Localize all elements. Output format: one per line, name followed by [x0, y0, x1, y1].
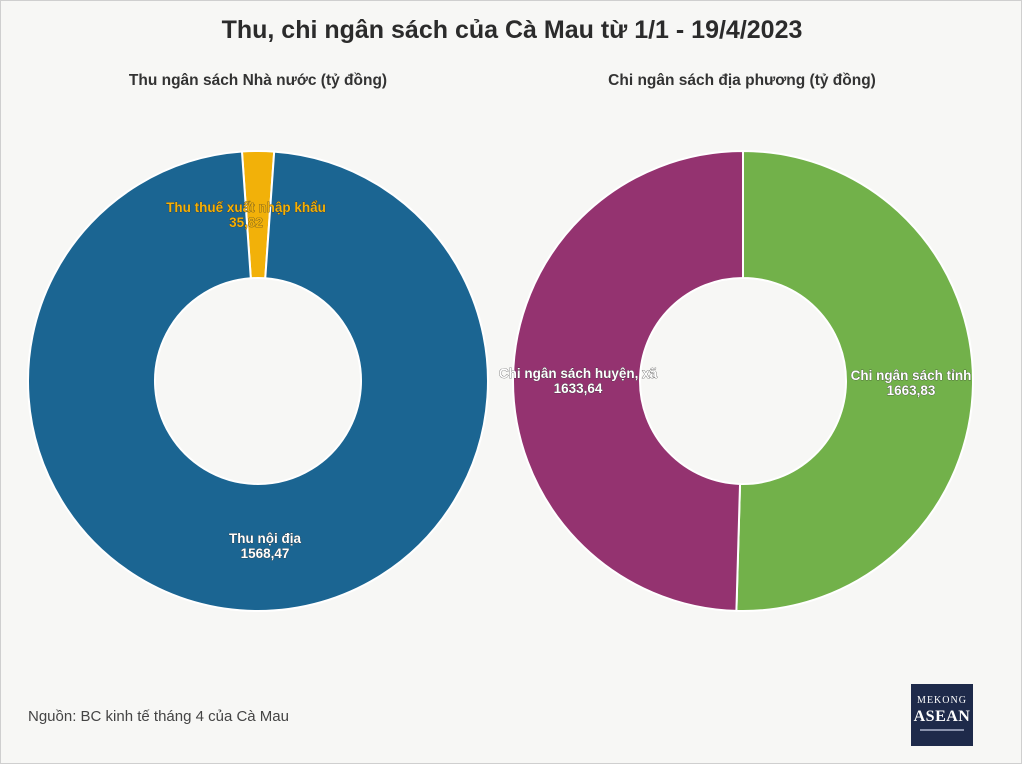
- logo-line1: MEKONG: [917, 695, 967, 706]
- slice-name-label: Chi ngân sách tỉnh: [851, 368, 972, 383]
- donut-slice-1-2: [27, 150, 489, 612]
- slice-value-label: 1663,83: [887, 383, 936, 398]
- left-chart-subtitle: Thu ngân sách Nhà nước (tỷ đồng): [128, 72, 388, 89]
- chart-title: Thu, chi ngân sách của Cà Mau từ 1/1 - 1…: [221, 16, 803, 44]
- logo-line2: ASEAN: [913, 708, 971, 725]
- slice-name-label: Thu thuế xuất nhập khẩu: [166, 200, 326, 215]
- slice-name-label: Thu nội địa: [229, 531, 301, 546]
- slice-value-label: 35,82: [229, 215, 263, 230]
- right-chart-subtitle: Chi ngân sách địa phương (tỷ đồng): [608, 72, 876, 89]
- slice-name-label: Chi ngân sách huyện, xã: [499, 366, 658, 381]
- donut-slice-2-1: [735, 149, 974, 612]
- slice-value-label: 1633,64: [554, 381, 603, 396]
- mekong-asean-logo: MEKONG ASEAN: [911, 684, 973, 746]
- donut-slice-2-2: [512, 149, 744, 612]
- source-note: Nguồn: BC kinh tế tháng 4 của Cà Mau: [28, 708, 289, 725]
- logo-divider: [920, 729, 964, 731]
- slice-value-label: 1568,47: [241, 546, 290, 561]
